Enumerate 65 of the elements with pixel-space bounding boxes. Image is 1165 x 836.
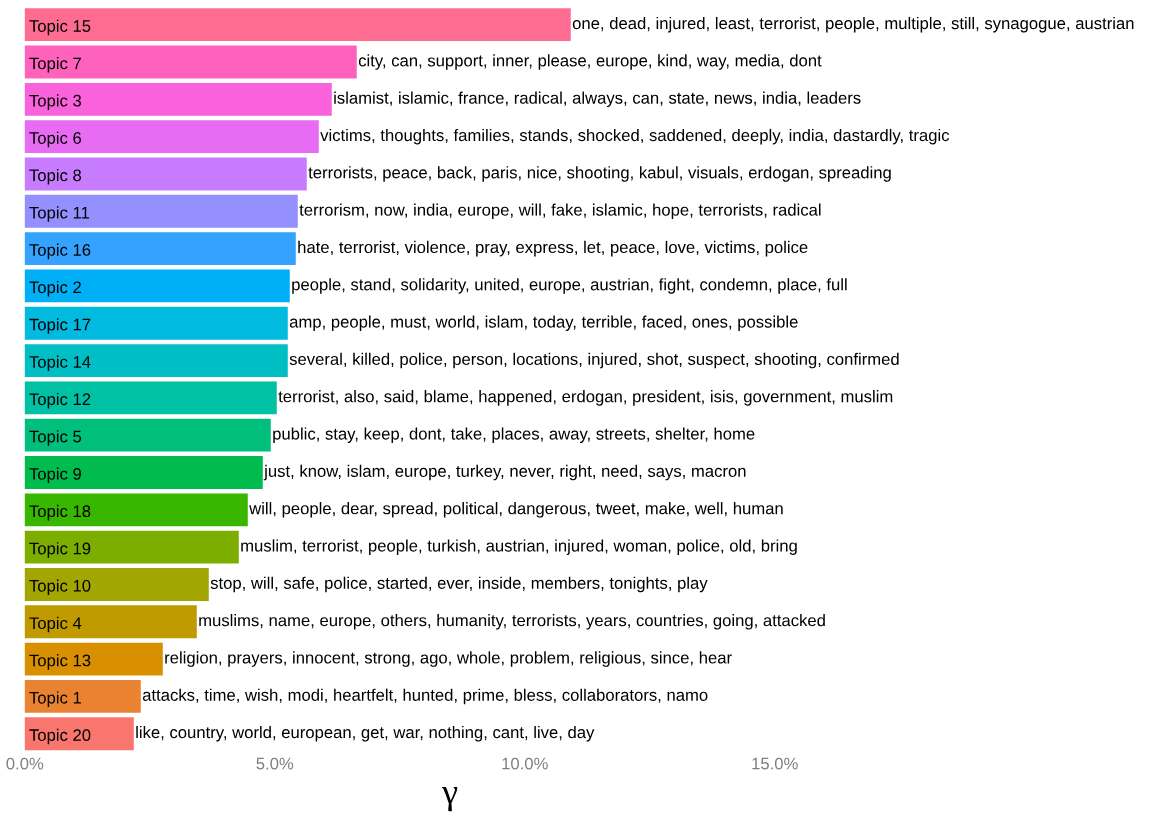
annotation: city, can, support, inner, please, europe, kind, way, media, dont (358, 54, 822, 70)
y-tick-label: Topic 3 (29, 94, 82, 110)
y-tick-label: Topic 20 (29, 728, 91, 745)
bar (24, 530, 239, 564)
annotation: will, people, dear, spread, political, dangerous, tweet, make, well, human (249, 502, 783, 518)
y-tick-label: Topic 11 (29, 206, 89, 222)
annotation: terrorism, now, india, europe, will, fake, islamic, hope, terrorists, radical (299, 203, 821, 220)
bar (24, 8, 571, 42)
annotation: attacks, time, wish, modi, heartfelt, hunted, prime, bless, collaborators, namo (142, 688, 708, 705)
bar (24, 381, 277, 415)
y-tick-label: Topic 14 (29, 355, 91, 372)
y-tick-label: Topic 10 (29, 579, 91, 596)
y-tick-label: Topic 4 (29, 616, 82, 633)
x-axis-title: γ (442, 787, 458, 812)
y-tick-label: Topic 9 (29, 467, 81, 484)
y-tick-label: Topic 6 (29, 131, 82, 148)
y-tick-label: Topic 13 (29, 654, 91, 670)
y-tick-label: Topic 2 (29, 280, 81, 297)
y-tick-label: Topic 7 (29, 57, 81, 73)
bar (24, 157, 307, 191)
y-tick-label: Topic 8 (29, 168, 82, 185)
y-tick-label: Topic 1 (29, 691, 81, 707)
annotation: several, killed, police, person, locations, injured, shot, suspect, shooting, confirmed (289, 352, 899, 369)
bar (24, 194, 298, 228)
y-tick-label: Topic 19 (29, 542, 91, 558)
x-tick-label: 10.0% (502, 757, 548, 770)
annotation: stop, will, safe, police, started, ever, inside, members, tonights, play (210, 576, 708, 593)
bar (24, 418, 271, 452)
x-tick-label: 15.0% (752, 757, 798, 770)
bar (24, 344, 288, 377)
y-tick-label: Topic 16 (29, 243, 91, 260)
annotation: people, stand, solidarity, united, europe, austrian, fight, condemn, place, full (292, 278, 847, 294)
annotation: religion, prayers, innocent, strong, ago, whole, problem, religious, since, hear (165, 651, 732, 667)
bar (24, 45, 357, 79)
bar (24, 269, 290, 303)
annotation: terrorist, also, said, blame, happened, erdogan, president, isis, government, muslim (278, 390, 893, 406)
y-tick-label: Topic 15 (29, 19, 91, 36)
y-tick-label: Topic 17 (29, 318, 91, 334)
bar (24, 717, 134, 751)
x-tick-label: 5.0% (256, 757, 294, 770)
annotation: muslims, name, europe, others, humanity, terrorists, years, countries, going, attacked (199, 614, 825, 630)
bar (24, 232, 296, 266)
bar (24, 82, 332, 116)
annotation: hate, terrorist, violence, pray, express, let, peace, love, victims, police (298, 240, 808, 257)
x-tick-label: 0.0% (6, 757, 44, 770)
y-tick-label: Topic 18 (29, 504, 91, 521)
annotation: islamist, islamic, france, radical, always, can, state, news, india, leaders (334, 91, 861, 108)
annotation: like, country, world, european, get, war, nothing, cant, live, day (136, 725, 595, 742)
bar (24, 642, 163, 676)
bar (24, 120, 319, 154)
bar (24, 568, 209, 601)
bar (24, 456, 263, 489)
annotation: amp, people, must, world, islam, today, terrible, faced, ones, possible (289, 315, 798, 332)
bar (24, 680, 141, 713)
annotation: victims, thoughts, families, stands, shocked, saddened, deeply, india, dastardly, tragic (320, 128, 950, 145)
y-tick-label: Topic 5 (29, 430, 82, 446)
bar (24, 493, 248, 527)
bar (24, 605, 197, 639)
y-tick-label: Topic 12 (29, 392, 91, 409)
annotation: public, stay, keep, dont, take, places, away, streets, shelter, home (273, 427, 755, 443)
annotation: terrorists, peace, back, paris, nice, shooting, kabul, visuals, erdogan, spreading (308, 166, 891, 182)
bar (24, 306, 288, 340)
annotation: just, know, islam, europe, turkey, never, right, need, says, macron (263, 464, 746, 481)
annotation: muslim, terrorist, people, turkish, austrian, injured, woman, police, old, bring (241, 539, 797, 555)
annotation: one, dead, injured, least, terrorist, people, multiple, still, synagogue, austrian (572, 16, 1134, 33)
